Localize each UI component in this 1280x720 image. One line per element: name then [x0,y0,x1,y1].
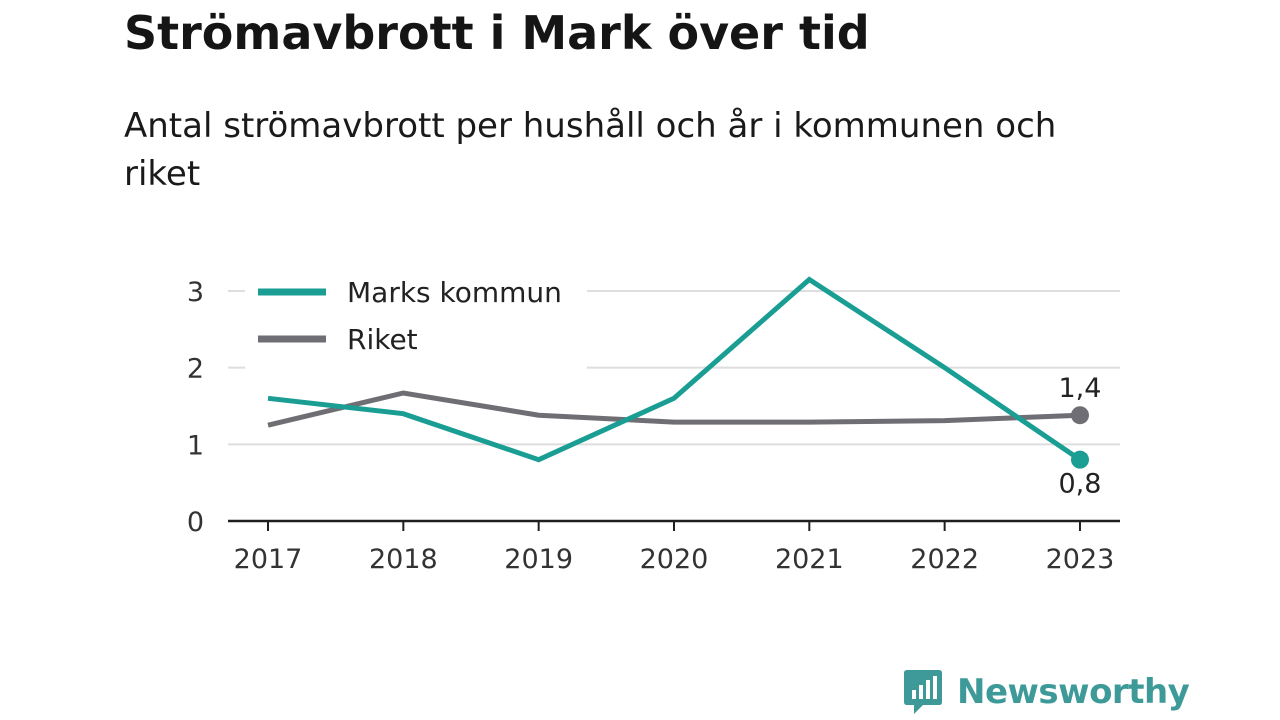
x-tick-label: 2021 [775,544,844,575]
x-tick-label: 2017 [234,544,303,575]
x-tick-label: 2022 [910,544,979,575]
y-tick-label: 3 [187,277,204,308]
end-marker [1070,450,1089,469]
legend-background [245,263,587,373]
end-marker [1070,406,1089,425]
x-tick-label: 2018 [369,544,438,575]
newsworthy-logo: Newsworthy [903,668,1190,716]
x-tick-label: 2023 [1046,544,1115,575]
series-line-riket [267,390,1081,428]
y-tick-label: 1 [187,430,204,461]
chart-subtitle: Antal strömavbrott per hushåll och år i … [124,106,1057,194]
y-tick-label: 2 [187,354,204,385]
x-tick-label: 2020 [640,544,709,575]
series-line-marks-kommun [267,276,1082,463]
data-label: 0,8 [1059,469,1102,500]
logo-text: Newsworthy [957,672,1190,712]
y-tick-label: 0 [187,507,204,538]
legend-label: Marks kommun [347,276,562,309]
x-tick-label: 2019 [504,544,573,575]
chart-title: Strömavbrott i Mark över tid [124,6,870,60]
newsworthy-chart-bubble-icon [904,670,942,714]
data-label: 1,4 [1059,373,1102,404]
legend-label: Riket [347,323,418,356]
